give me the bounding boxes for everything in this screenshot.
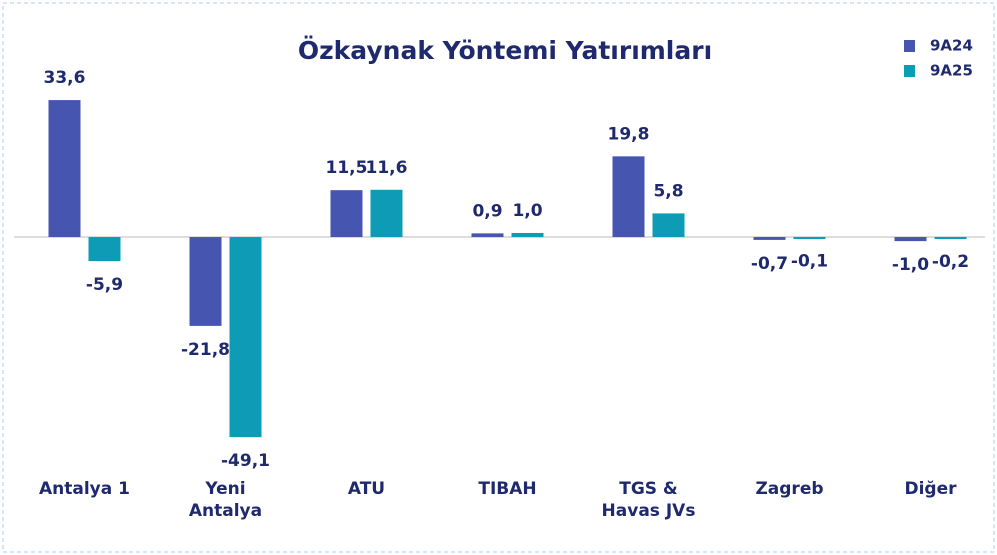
bar <box>934 237 967 240</box>
x-tick-label: Antalya 1 <box>39 479 130 499</box>
bar <box>753 237 786 240</box>
value-label: 19,8 <box>608 124 650 144</box>
value-label: 11,5 <box>326 158 368 178</box>
legend-swatch <box>904 40 915 52</box>
value-label: -0,7 <box>751 254 788 274</box>
value-label: -21,8 <box>181 340 230 360</box>
bar <box>894 237 927 242</box>
bar <box>88 237 121 262</box>
x-tick-label: Yeni Antalya <box>188 479 263 521</box>
bar <box>612 156 645 238</box>
x-tick-label: Diğer <box>904 479 957 499</box>
value-label: 1,0 <box>512 201 542 221</box>
legend-label: 9A25 <box>930 62 973 80</box>
x-tick-label: TGS & Havas JVs <box>601 479 696 521</box>
chart-title: Özkaynak Yöntemi Yatırımları <box>298 35 712 65</box>
value-label: 5,8 <box>653 181 683 201</box>
value-label: -1,0 <box>892 255 929 275</box>
bar <box>511 232 544 238</box>
legend-swatch <box>904 65 915 77</box>
bar <box>189 237 222 326</box>
value-label: 0,9 <box>472 201 502 221</box>
bar <box>652 213 685 238</box>
x-tick-label: TIBAH <box>478 479 537 499</box>
value-label: -0,2 <box>932 252 969 272</box>
x-tick-label: Zagreb <box>755 479 824 499</box>
value-label: 33,6 <box>44 68 86 88</box>
bar <box>330 190 363 238</box>
bar <box>471 233 504 238</box>
bar <box>48 100 81 238</box>
bar <box>793 237 826 240</box>
legend-label: 9A24 <box>930 37 973 55</box>
bar <box>370 189 403 238</box>
value-label: -5,9 <box>86 275 123 295</box>
x-tick-label: ATU <box>347 479 386 499</box>
value-label: 11,6 <box>366 158 408 178</box>
value-label: -49,1 <box>221 451 270 471</box>
value-label: -0,1 <box>791 251 828 271</box>
bar <box>229 237 262 438</box>
